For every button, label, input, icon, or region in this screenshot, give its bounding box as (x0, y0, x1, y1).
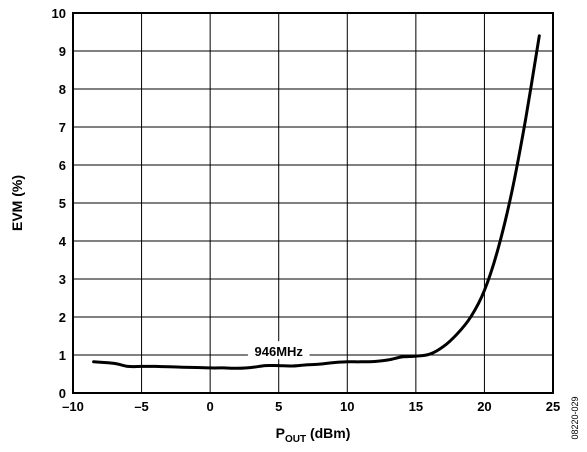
x-tick-label: 15 (409, 399, 423, 414)
x-axis-label-main: P (276, 425, 285, 441)
x-tick-label: –5 (134, 399, 148, 414)
annotations: 946MHz (247, 341, 310, 360)
x-axis-ticks: –10 –5 0 5 10 15 20 25 (62, 399, 560, 414)
x-tick-label: 0 (207, 399, 214, 414)
y-tick-label: 5 (59, 196, 66, 211)
y-tick-label: 8 (59, 82, 66, 97)
x-axis-label-suffix: (dBm) (306, 425, 350, 441)
y-tick-label: 10 (52, 6, 66, 21)
y-tick-label: 6 (59, 158, 66, 173)
plot-frame (72, 12, 554, 394)
y-tick-label: 3 (59, 272, 66, 287)
x-tick-label: 5 (275, 399, 282, 414)
y-tick-label: 2 (59, 310, 66, 325)
y-tick-label: 0 (59, 386, 66, 401)
x-tick-label: –10 (62, 399, 84, 414)
y-tick-label: 7 (59, 120, 66, 135)
x-tick-label: 10 (340, 399, 354, 414)
y-tick-label: 9 (59, 44, 66, 59)
annotation-backing (247, 341, 310, 360)
series-group (92, 34, 541, 370)
x-axis-label: POUT (dBm) (276, 425, 351, 445)
x-axis-label-subscript: OUT (285, 434, 306, 445)
y-tick-label: 4 (59, 234, 67, 249)
y-tick-label: 1 (59, 348, 66, 363)
x-tick-label: 20 (477, 399, 491, 414)
grid (72, 12, 554, 394)
annotation-label: 946MHz (255, 344, 304, 359)
figure-id: 08220-029 (570, 396, 580, 439)
y-axis-label: EVM (%) (9, 175, 25, 231)
y-axis-ticks: 0 1 2 3 4 5 6 7 8 9 10 (52, 6, 67, 401)
series-line-0 (92, 34, 541, 370)
x-tick-label: 25 (546, 399, 560, 414)
